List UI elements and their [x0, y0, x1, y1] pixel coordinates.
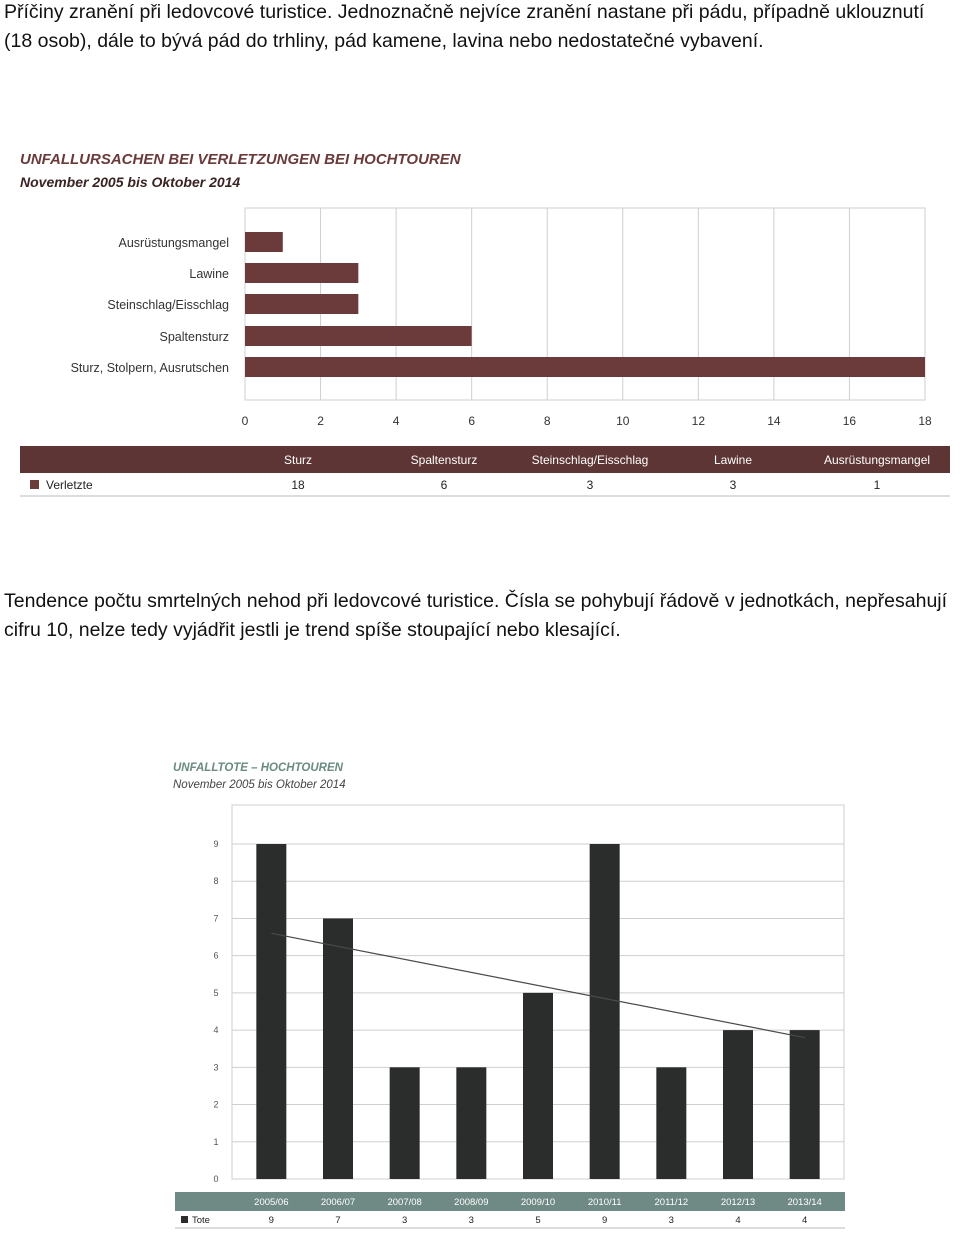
chart2-y-tick: 5 — [213, 988, 218, 998]
chart1-table-value: 6 — [441, 478, 448, 492]
chart1-table-header: Steinschlag/Eisschlag — [532, 453, 649, 467]
chart1-subtitle: November 2005 bis Oktober 2014 — [20, 174, 240, 190]
chart1-x-tick: 4 — [393, 414, 400, 428]
chart1-table-header: Sturz — [284, 453, 312, 467]
chart1-category-label: Ausrüstungsmangel — [119, 236, 229, 250]
chart1-bar — [245, 263, 359, 283]
chart1-x-tick: 8 — [544, 414, 551, 428]
chart2-y-tick: 9 — [213, 839, 218, 849]
chart1-category-label: Lawine — [189, 267, 229, 281]
chart2-category-label: 2013/14 — [787, 1197, 821, 1208]
chart2-category-label: 2012/13 — [721, 1197, 755, 1208]
chart2-y-tick: 4 — [213, 1025, 218, 1035]
injury-causes-chart: UNFALLURSACHEN BEI VERLETZUNGEN BEI HOCH… — [20, 151, 950, 497]
chart2-table-header-band — [175, 1192, 845, 1211]
chart2-table-value: 3 — [669, 1215, 674, 1226]
chart2-legend-swatch — [181, 1216, 188, 1223]
chart2-table-value: 3 — [402, 1215, 407, 1226]
chart2-category-label: 2006/07 — [321, 1197, 355, 1208]
chart1-table-header: Ausrüstungsmangel — [824, 453, 930, 467]
chart2-y-tick: 0 — [213, 1174, 218, 1184]
chart2-bar — [256, 844, 287, 1179]
chart2-bar — [789, 1030, 820, 1179]
chart2-table-value: 5 — [535, 1215, 540, 1226]
chart1-x-tick: 16 — [843, 414, 857, 428]
chart2-category-label: 2008/09 — [454, 1197, 488, 1208]
chart2-y-tick: 8 — [213, 876, 218, 886]
chart1-x-tick: 14 — [767, 414, 781, 428]
chart2-subtitle: November 2005 bis Oktober 2014 — [173, 779, 346, 791]
chart2-bar — [456, 1067, 487, 1179]
chart1-table-header: Lawine — [714, 453, 752, 467]
fatalities-chart: UNFALLTOTE – HOCHTOUREN November 2005 bis… — [173, 762, 845, 1229]
chart1-table-value: 3 — [587, 478, 594, 492]
chart2-bar — [656, 1067, 687, 1179]
chart2-table-value: 7 — [335, 1215, 340, 1226]
chart1-legend-swatch — [30, 480, 39, 489]
chart1-x-tick: 0 — [242, 414, 249, 428]
chart2-table-value: 9 — [269, 1215, 274, 1226]
chart2-bar — [523, 992, 553, 1179]
chart1-table-value: 1 — [874, 478, 881, 492]
chart2-trendline — [271, 932, 805, 1039]
chart2-table-value: 3 — [469, 1215, 474, 1226]
chart2-table-value: 4 — [802, 1215, 807, 1226]
chart2-y-tick: 1 — [213, 1137, 218, 1147]
chart1-x-tick: 10 — [616, 414, 630, 428]
chart1-bar — [245, 357, 925, 377]
chart1-bar — [245, 232, 283, 252]
chart1-bar — [245, 326, 472, 346]
chart1-table-value: 18 — [291, 478, 305, 492]
chart1-category-label: Spaltensturz — [160, 330, 229, 344]
chart1-x-tick: 6 — [468, 414, 475, 428]
chart1-category-label: Steinschlag/Eisschlag — [107, 298, 229, 312]
chart1-table-header: Spaltensturz — [411, 453, 478, 467]
chart2-category-label: 2011/12 — [655, 1197, 689, 1208]
chart1-table-value: 3 — [730, 478, 737, 492]
chart2-title: UNFALLTOTE – HOCHTOUREN — [173, 762, 344, 774]
chart2-table-series-label: Tote — [192, 1215, 210, 1226]
chart2-y-tick: 3 — [213, 1062, 218, 1072]
chart2-table-value: 4 — [735, 1215, 740, 1226]
chart2-y-tick: 6 — [213, 951, 218, 961]
chart2-category-label: 2010/11 — [588, 1197, 622, 1208]
chart2-table-value: 9 — [602, 1215, 607, 1226]
chart1-category-label: Sturz, Stolpern, Ausrutschen — [71, 361, 229, 375]
chart2-category-label: 2005/06 — [254, 1197, 288, 1208]
chart1-title: UNFALLURSACHEN BEI VERLETZUNGEN BEI HOCH… — [20, 151, 462, 168]
chart2-y-tick: 7 — [213, 913, 218, 923]
fatalities-paragraph: Tendence počtu smrtelných nehod při ledo… — [4, 590, 948, 641]
chart1-x-tick: 18 — [918, 414, 932, 428]
chart2-y-tick: 2 — [213, 1100, 218, 1110]
chart1-x-tick: 2 — [317, 414, 324, 428]
chart2-category-label: 2009/10 — [521, 1197, 555, 1208]
chart1-bar — [245, 294, 359, 314]
chart2-category-label: 2007/08 — [387, 1197, 421, 1208]
intro-paragraph: Příčiny zranění při ledovcové turistice.… — [4, 1, 925, 52]
chart2-bar — [389, 1067, 420, 1179]
chart2-bar — [323, 918, 353, 1179]
chart2-bar — [589, 844, 620, 1179]
chart1-x-tick: 12 — [692, 414, 706, 428]
chart1-table-header-band — [20, 446, 950, 473]
chart1-table-series-label: Verletzte — [46, 478, 93, 492]
chart2-bar — [723, 1030, 753, 1179]
